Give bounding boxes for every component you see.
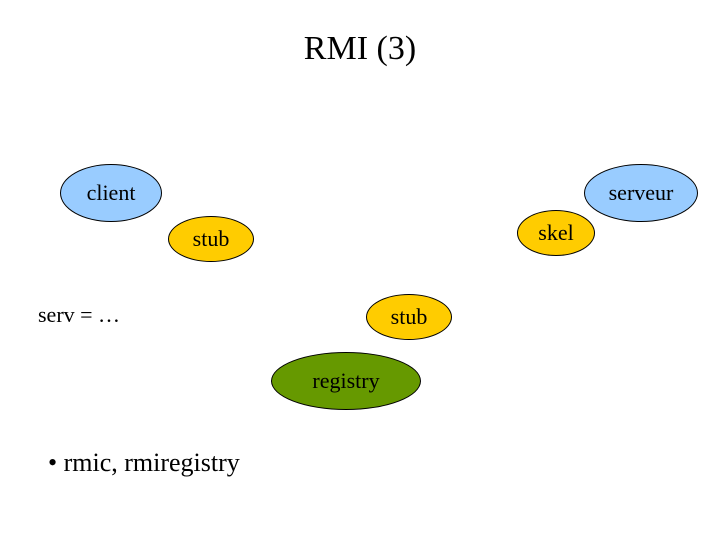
node-client: client: [60, 164, 162, 222]
bullet-rmic-text: • rmic, rmiregistry: [48, 448, 240, 477]
title-text: RMI (3): [304, 30, 416, 67]
label-serv-text: serv = …: [38, 302, 120, 327]
node-client-label: client: [87, 180, 136, 206]
diagram-title: RMI (3): [0, 30, 720, 68]
node-registry-label: registry: [312, 368, 379, 394]
node-stub-client-label: stub: [193, 226, 230, 252]
node-skel: skel: [517, 210, 595, 256]
label-serv-equals: serv = …: [38, 302, 120, 328]
node-stub-registry-label: stub: [391, 304, 428, 330]
node-skel-label: skel: [538, 220, 573, 246]
node-stub-client: stub: [168, 216, 254, 262]
node-serveur: serveur: [584, 164, 698, 222]
node-serveur-label: serveur: [609, 180, 674, 206]
node-stub-registry: stub: [366, 294, 452, 340]
node-registry: registry: [271, 352, 421, 410]
bullet-rmic: • rmic, rmiregistry: [48, 448, 240, 478]
